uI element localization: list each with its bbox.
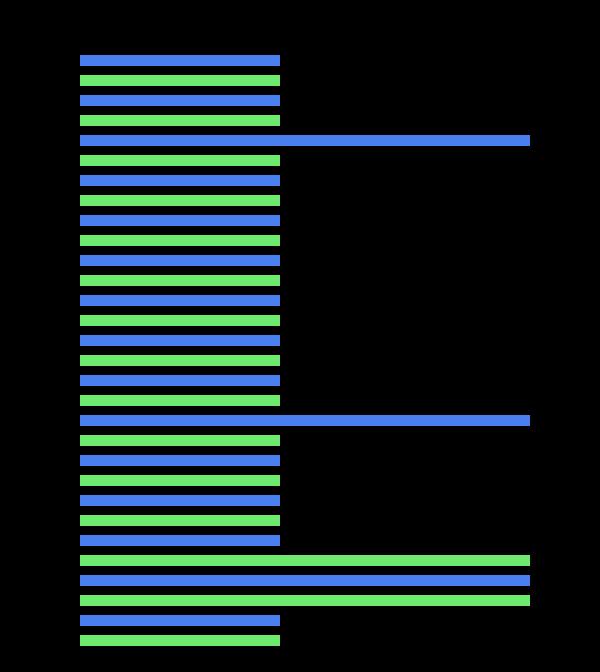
bar-green: [80, 155, 280, 166]
bar-green: [80, 195, 280, 206]
bar-green: [80, 75, 280, 86]
bar-blue: [80, 615, 280, 626]
bar-row: [80, 390, 580, 410]
bar-blue: [80, 535, 280, 546]
bar-green: [80, 275, 280, 286]
bar-row: [80, 270, 580, 290]
bar-blue: [80, 295, 280, 306]
bar-chart-container: [0, 0, 600, 672]
bar-row: [80, 550, 580, 570]
bar-row: [80, 630, 580, 650]
bar-blue: [80, 335, 280, 346]
bar-row: [80, 490, 580, 510]
bar-row: [80, 610, 580, 630]
bar-green: [80, 235, 280, 246]
bar-row: [80, 170, 580, 190]
bar-row: [80, 50, 580, 70]
bar-green: [80, 115, 280, 126]
bar-green: [80, 595, 530, 606]
bar-green: [80, 515, 280, 526]
bar-row: [80, 570, 580, 590]
bar-blue: [80, 375, 280, 386]
bar-green: [80, 395, 280, 406]
bar-blue: [80, 255, 280, 266]
bar-blue: [80, 455, 280, 466]
bar-blue: [80, 215, 280, 226]
bar-blue: [80, 55, 280, 66]
bar-green: [80, 355, 280, 366]
bar-blue: [80, 495, 280, 506]
bar-row: [80, 130, 580, 150]
bar-green: [80, 555, 530, 566]
bar-row: [80, 330, 580, 350]
bar-row: [80, 230, 580, 250]
bar-row: [80, 290, 580, 310]
bar-row: [80, 510, 580, 530]
bar-green: [80, 475, 280, 486]
bar-blue: [80, 415, 530, 426]
bar-green: [80, 435, 280, 446]
bar-row: [80, 110, 580, 130]
bar-row: [80, 450, 580, 470]
bar-row: [80, 590, 580, 610]
bar-row: [80, 470, 580, 490]
bar-row: [80, 70, 580, 90]
bar-row: [80, 150, 580, 170]
bar-blue: [80, 575, 530, 586]
bar-blue: [80, 135, 530, 146]
bar-row: [80, 210, 580, 230]
bar-row: [80, 190, 580, 210]
bar-blue: [80, 95, 280, 106]
bar-green: [80, 315, 280, 326]
bar-row: [80, 350, 580, 370]
bar-green: [80, 635, 280, 646]
bar-row: [80, 310, 580, 330]
bar-row: [80, 90, 580, 110]
bar-row: [80, 530, 580, 550]
bar-row: [80, 370, 580, 390]
bar-blue: [80, 175, 280, 186]
bar-row: [80, 410, 580, 430]
bar-row: [80, 430, 580, 450]
bar-row: [80, 250, 580, 270]
